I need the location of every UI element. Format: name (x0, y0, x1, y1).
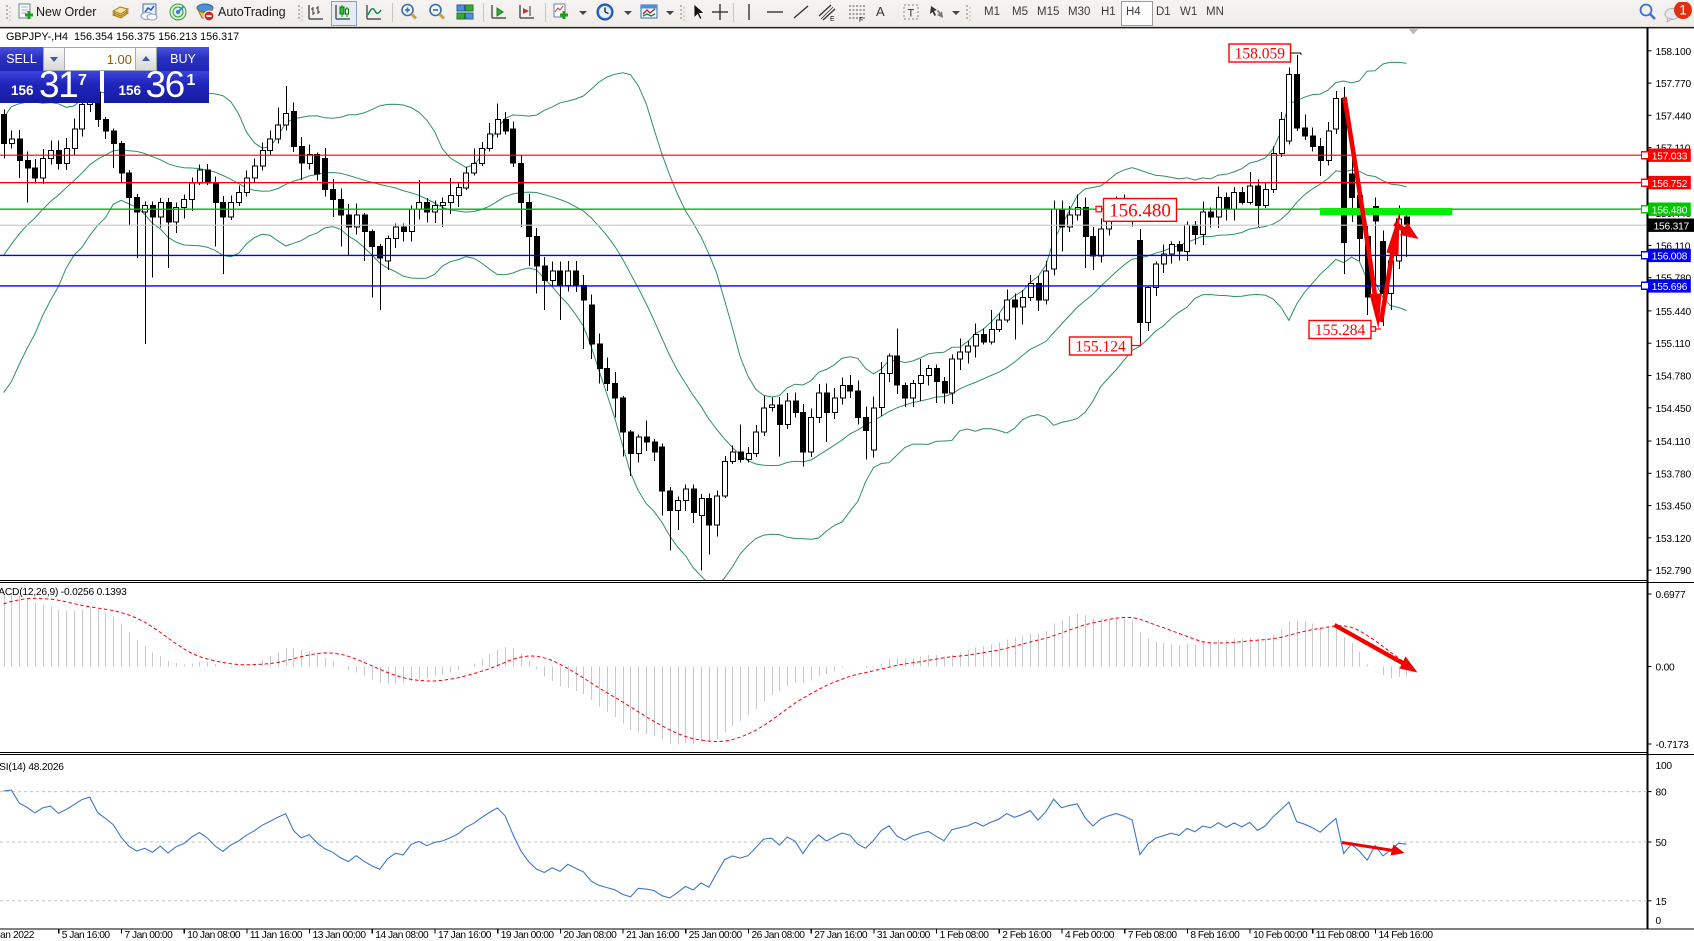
svg-text:157.440: 157.440 (1656, 111, 1692, 122)
svg-text:0: 0 (1656, 916, 1662, 927)
svg-text:156.110: 156.110 (1656, 241, 1691, 252)
svg-text:13 Jan 00:00: 13 Jan 00:00 (313, 930, 367, 941)
svg-text:152.790: 152.790 (1656, 566, 1692, 577)
svg-text:7 Feb 08:00: 7 Feb 08:00 (1128, 930, 1178, 941)
svg-text:2 Feb 16:00: 2 Feb 16:00 (1002, 930, 1052, 941)
svg-text:1: 1 (1679, 3, 1687, 18)
svg-text:19 Jan 00:00: 19 Jan 00:00 (501, 930, 555, 941)
svg-text:155.284: 155.284 (1315, 322, 1366, 339)
svg-text:5 Jan 16:00: 5 Jan 16:00 (62, 930, 111, 941)
svg-text:14 Feb 16:00: 14 Feb 16:00 (1379, 930, 1434, 941)
svg-text:MACD(12,26,9) -0.0256 0.1393: MACD(12,26,9) -0.0256 0.1393 (0, 587, 127, 598)
svg-text:155.440: 155.440 (1656, 307, 1692, 318)
svg-text:156.480: 156.480 (1109, 201, 1171, 222)
svg-text:RSI(14) 48.2026: RSI(14) 48.2026 (0, 762, 64, 773)
svg-text:156.480: 156.480 (1652, 205, 1688, 216)
svg-text:153.450: 153.450 (1656, 502, 1692, 513)
svg-text:E: E (830, 16, 835, 23)
svg-text:154.450: 154.450 (1656, 404, 1692, 415)
svg-text:11 Jan 16:00: 11 Jan 16:00 (250, 930, 303, 941)
svg-text:31 Jan 00:00: 31 Jan 00:00 (877, 930, 931, 941)
svg-text:158.100: 158.100 (1656, 47, 1692, 58)
svg-text:an 2022: an 2022 (0, 930, 35, 941)
svg-text:80: 80 (1656, 788, 1667, 799)
svg-text:0.00: 0.00 (1656, 663, 1676, 674)
svg-text:156.752: 156.752 (1652, 179, 1688, 190)
svg-text:157.770: 157.770 (1656, 79, 1692, 90)
svg-text:156.317: 156.317 (1654, 221, 1690, 232)
svg-text:F: F (859, 17, 863, 24)
svg-text:4 Feb 00:00: 4 Feb 00:00 (1065, 930, 1115, 941)
svg-text:8 Feb 16:00: 8 Feb 16:00 (1190, 930, 1240, 941)
svg-text:154.110: 154.110 (1656, 437, 1691, 448)
svg-text:20 Jan 08:00: 20 Jan 08:00 (563, 930, 617, 941)
svg-text:154.780: 154.780 (1656, 372, 1692, 383)
svg-text:-0.7173: -0.7173 (1656, 740, 1690, 751)
svg-text:27 Jan 16:00: 27 Jan 16:00 (814, 930, 868, 941)
svg-text:155.110: 155.110 (1656, 339, 1691, 350)
svg-text:1 Feb 08:00: 1 Feb 08:00 (940, 930, 990, 941)
svg-text:7 Jan 00:00: 7 Jan 00:00 (125, 930, 174, 941)
svg-text:153.120: 153.120 (1656, 534, 1692, 545)
svg-text:25 Jan 00:00: 25 Jan 00:00 (689, 930, 743, 941)
svg-text:14 Jan 08:00: 14 Jan 08:00 (375, 930, 429, 941)
svg-text:21 Jan 16:00: 21 Jan 16:00 (626, 930, 680, 941)
svg-text:157.033: 157.033 (1652, 151, 1688, 162)
svg-text:10 Jan 08:00: 10 Jan 08:00 (187, 930, 241, 941)
svg-text:11 Feb 08:00: 11 Feb 08:00 (1316, 930, 1370, 941)
svg-text:T: T (908, 8, 915, 20)
svg-text:50: 50 (1656, 838, 1667, 849)
svg-text:0.6977: 0.6977 (1656, 590, 1686, 601)
svg-text:155.696: 155.696 (1652, 282, 1688, 293)
svg-text:17 Jan 16:00: 17 Jan 16:00 (438, 930, 492, 941)
svg-text:153.780: 153.780 (1656, 469, 1692, 480)
svg-text:100: 100 (1656, 761, 1673, 772)
svg-text:158.059: 158.059 (1235, 46, 1286, 63)
svg-text:10 Feb 00:00: 10 Feb 00:00 (1253, 930, 1308, 941)
svg-text:156.008: 156.008 (1652, 252, 1688, 263)
svg-text:155.124: 155.124 (1075, 339, 1126, 356)
svg-text:15: 15 (1656, 897, 1667, 908)
svg-text:26 Jan 08:00: 26 Jan 08:00 (752, 930, 806, 941)
